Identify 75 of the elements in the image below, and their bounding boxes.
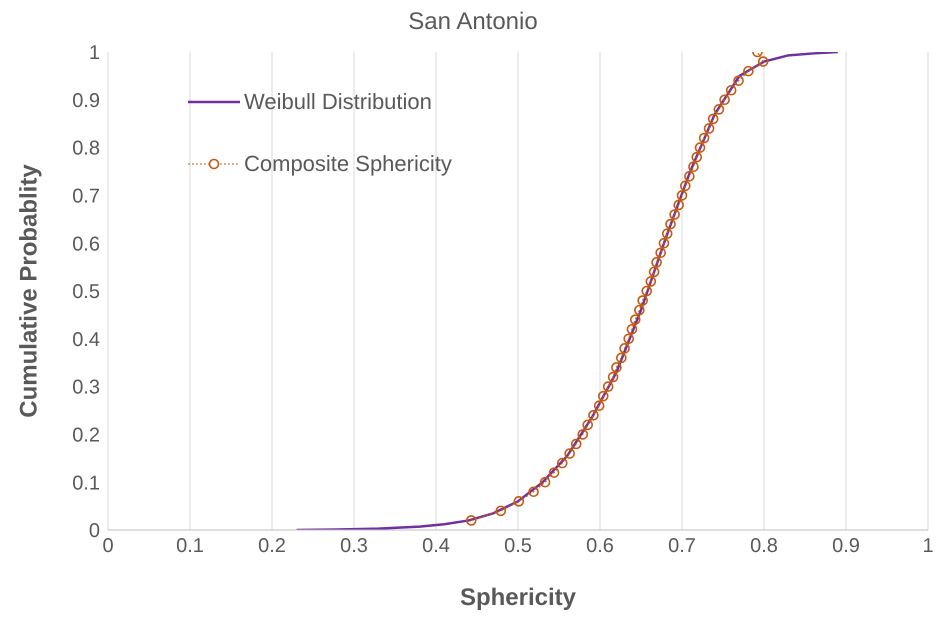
y-tick-label: 0.5 — [72, 281, 100, 304]
point — [688, 161, 699, 172]
point — [651, 257, 662, 268]
point — [641, 286, 652, 296]
x-tick-label: 0.5 — [504, 535, 532, 558]
y-tick-label: 0.7 — [72, 186, 100, 208]
point — [608, 372, 618, 382]
y-tick-label: 1 — [88, 42, 100, 64]
point — [630, 314, 641, 325]
y-tick-label: 0.6 — [72, 233, 100, 256]
point — [665, 218, 676, 230]
x-tick-label: 0.1 — [176, 535, 204, 558]
x-tick-label: 0.8 — [750, 535, 778, 558]
x-tick-label: 0.6 — [586, 535, 614, 558]
point — [577, 429, 588, 440]
y-tick-label: 0.8 — [72, 138, 100, 160]
point — [673, 200, 684, 210]
point — [623, 334, 634, 344]
y-tick-label: 0.9 — [72, 90, 100, 112]
x-tick-label: 1 — [922, 535, 934, 558]
point — [594, 400, 604, 412]
x-tick-label: 0.4 — [422, 535, 450, 558]
point — [648, 266, 660, 278]
x-axis-title: Sphericity — [460, 584, 577, 611]
point — [719, 94, 730, 106]
point — [634, 304, 645, 316]
point — [602, 381, 614, 392]
x-tick-label: 0.9 — [832, 535, 860, 558]
point — [564, 448, 575, 459]
point — [466, 515, 477, 526]
point — [616, 352, 627, 364]
point — [637, 295, 648, 306]
y-tick-label: 0.3 — [72, 376, 100, 399]
point — [662, 228, 673, 239]
y-tick-label: 0.4 — [72, 328, 100, 351]
point — [598, 390, 609, 402]
point — [540, 476, 550, 488]
point — [582, 420, 593, 430]
point — [726, 84, 736, 96]
x-tick-label: 0.2 — [258, 535, 286, 558]
point — [658, 238, 670, 248]
point — [528, 486, 539, 498]
point — [698, 132, 710, 144]
point — [619, 343, 630, 354]
point — [626, 324, 638, 335]
point — [548, 467, 560, 478]
x-tick-label: 0.3 — [340, 535, 368, 558]
y-tick-label: 0.1 — [72, 472, 100, 494]
x-tick-label: 0.7 — [668, 535, 696, 558]
point — [691, 152, 702, 162]
point — [495, 506, 506, 516]
point — [758, 56, 768, 67]
point — [676, 190, 688, 201]
point — [588, 410, 599, 421]
point — [611, 362, 622, 373]
point — [708, 114, 718, 124]
point — [714, 104, 724, 115]
point — [694, 142, 706, 153]
y-axis-title: Cumulative Probablity — [16, 164, 43, 418]
y-tick-label: 0 — [88, 520, 100, 542]
point — [680, 180, 691, 192]
point — [556, 458, 568, 468]
point — [646, 276, 656, 287]
chart-title: San Antonio — [407, 8, 539, 37]
point — [733, 75, 744, 86]
point — [684, 170, 695, 182]
point — [704, 123, 714, 134]
legend-label: Weibull Distribution — [244, 89, 432, 115]
legend-label: Composite Sphericity — [244, 151, 452, 177]
point — [743, 66, 754, 76]
point — [655, 247, 666, 258]
point — [570, 438, 582, 450]
point — [514, 496, 524, 507]
point — [669, 209, 680, 220]
y-tick-label: 0.2 — [72, 424, 100, 446]
